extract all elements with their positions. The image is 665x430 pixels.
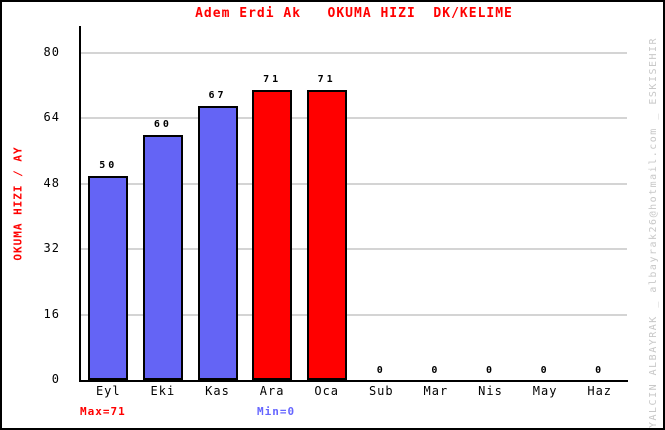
x-tick-label-eyl: Eyl (95, 384, 121, 398)
max-annotation: Max=71 (80, 405, 126, 418)
bar-value-label: 0 (431, 365, 441, 376)
x-tick-label-mar: Mar (423, 384, 449, 398)
x-tick-label-oca: Oca (314, 384, 340, 398)
x-tick-label-may: May (532, 384, 558, 398)
bar-value-label: 0 (540, 365, 550, 376)
gridline-16 (81, 313, 627, 316)
bar-value-label: 0 (376, 365, 386, 376)
bar-Eki (142, 134, 183, 380)
bar-value-label: 50 (99, 159, 118, 171)
y-tick-label: 48 (43, 175, 60, 190)
bar-value-label: 67 (208, 90, 227, 102)
y-axis-line (79, 26, 81, 382)
x-axis-line (79, 380, 628, 382)
y-axis-title: OKUMA HIZI / AY (11, 146, 25, 261)
gridline-48 (81, 182, 627, 185)
gridline-32 (81, 248, 627, 251)
x-tick-label-sub: Sub (368, 384, 394, 398)
bar-Oca (306, 89, 347, 380)
y-tick-label: 0 (51, 372, 60, 386)
min-annotation: Min=0 (257, 405, 296, 418)
bar-value-label: 71 (317, 73, 336, 85)
gridline-80 (81, 52, 627, 54)
x-tick-label-nis: Nis (478, 384, 503, 398)
x-tick-label-kas: Kas (205, 384, 230, 398)
x-tick-label-ara: Ara (259, 384, 285, 398)
bar-Eyl (88, 175, 129, 380)
y-tick-label: 16 (43, 306, 60, 321)
x-tick-label-eki: Eki (150, 384, 176, 398)
gridline-64 (81, 117, 627, 120)
chart-title: Adem Erdi Ak OKUMA HIZI DK/KELIME (195, 6, 513, 21)
bar-Kas (197, 106, 238, 380)
y-tick-label: 32 (43, 241, 60, 256)
bar-value-label: 0 (595, 365, 605, 376)
bar-Ara (252, 89, 293, 380)
bar-value-label: 60 (153, 118, 172, 130)
x-tick-label-haz: Haz (587, 384, 613, 398)
y-tick-label: 64 (43, 110, 60, 125)
y-tick-label: 80 (43, 45, 60, 59)
bar-value-label: 71 (263, 73, 282, 85)
watermark-text: YALCIN ALBAYRAK _ albayrak26@hotmail.com… (648, 36, 659, 428)
bar-value-label: 0 (485, 365, 496, 376)
